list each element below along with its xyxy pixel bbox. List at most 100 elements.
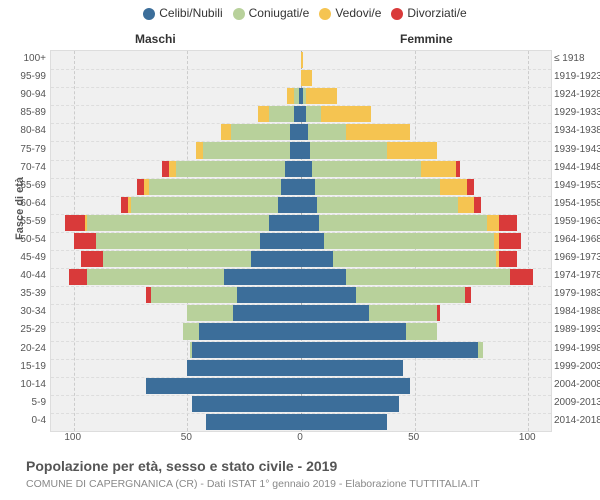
segment (237, 287, 301, 303)
segment (301, 396, 399, 412)
segment (301, 233, 324, 249)
segment (87, 269, 223, 285)
x-tick: 0 (297, 432, 303, 443)
female-bar (301, 51, 551, 69)
legend-dot (391, 8, 403, 20)
x-tick: 50 (408, 432, 419, 443)
pyramid-row (51, 196, 551, 214)
legend-label: Celibi/Nubili (159, 6, 222, 20)
segment (69, 269, 87, 285)
pyramid-row (51, 377, 551, 395)
legend-dot (233, 8, 245, 20)
segment (317, 197, 458, 213)
x-tick: 50 (181, 432, 192, 443)
pyramid-row (51, 268, 551, 286)
age-label: 50-54 (0, 234, 46, 245)
segment (301, 414, 387, 430)
male-bar (51, 413, 301, 431)
segment (294, 88, 299, 104)
birth-year-label: 1969-1973 (554, 252, 600, 263)
male-bar (51, 87, 301, 105)
birth-year-label: 1934-1938 (554, 125, 600, 136)
segment (312, 161, 421, 177)
segment (260, 233, 301, 249)
age-label: 80-84 (0, 125, 46, 136)
age-label: 20-24 (0, 343, 46, 354)
birth-year-label: 1959-1963 (554, 216, 600, 227)
pyramid-row (51, 178, 551, 196)
segment (287, 88, 294, 104)
female-bar (301, 178, 551, 196)
male-bar (51, 268, 301, 286)
age-label: 100+ (0, 53, 46, 64)
male-bar (51, 322, 301, 340)
legend-dot (319, 8, 331, 20)
segment (137, 179, 144, 195)
segment (346, 269, 510, 285)
age-label: 75-79 (0, 144, 46, 155)
segment (333, 251, 497, 267)
male-bar (51, 160, 301, 178)
pyramid-row (51, 250, 551, 268)
segment (369, 305, 437, 321)
age-label: 85-89 (0, 107, 46, 118)
birth-year-label: 1974-1978 (554, 270, 600, 281)
segment (301, 124, 308, 140)
segment (199, 323, 301, 339)
segment (190, 342, 192, 358)
segment (233, 305, 301, 321)
pyramid-row (51, 51, 551, 69)
segment (324, 233, 494, 249)
female-bar (301, 160, 551, 178)
pyramid-row (51, 69, 551, 87)
male-bar (51, 304, 301, 322)
female-bar (301, 87, 551, 105)
female-bar (301, 322, 551, 340)
pyramid-row (51, 123, 551, 141)
female-bar (301, 232, 551, 250)
age-label: 0-4 (0, 415, 46, 426)
segment (285, 161, 301, 177)
age-label: 5-9 (0, 397, 46, 408)
birth-year-label: 1954-1958 (554, 198, 600, 209)
segment (192, 396, 301, 412)
segment (144, 179, 149, 195)
segment (206, 414, 301, 430)
birth-year-label: 1989-1993 (554, 324, 600, 335)
birth-year-label: 1979-1983 (554, 288, 600, 299)
x-tick: 100 (519, 432, 536, 443)
segment (224, 269, 301, 285)
female-bar (301, 69, 551, 87)
birth-year-label: 2009-2013 (554, 397, 600, 408)
segment (151, 287, 237, 303)
x-axis: 100 50 0 50 100 (50, 432, 550, 448)
segment (406, 323, 438, 339)
birth-year-label: 1949-1953 (554, 180, 600, 191)
segment (310, 142, 387, 158)
segment (437, 305, 439, 321)
birth-year-label: 1929-1933 (554, 107, 600, 118)
segment (321, 106, 371, 122)
segment (162, 161, 169, 177)
segment (301, 342, 478, 358)
segment (356, 287, 465, 303)
female-bar (301, 141, 551, 159)
x-tick: 100 (64, 432, 81, 443)
segment (131, 197, 279, 213)
birth-year-label: 1944-1948 (554, 162, 600, 173)
segment (221, 124, 230, 140)
birth-year-label: 1919-1923 (554, 71, 600, 82)
segment (487, 215, 498, 231)
age-label: 35-39 (0, 288, 46, 299)
segment (346, 124, 410, 140)
segment (456, 161, 461, 177)
pyramid-row (51, 87, 551, 105)
female-bar (301, 196, 551, 214)
segment (128, 197, 130, 213)
segment (301, 197, 317, 213)
age-label: 25-29 (0, 324, 46, 335)
segment (96, 233, 260, 249)
segment (146, 378, 301, 394)
age-label: 15-19 (0, 361, 46, 372)
female-bar (301, 377, 551, 395)
